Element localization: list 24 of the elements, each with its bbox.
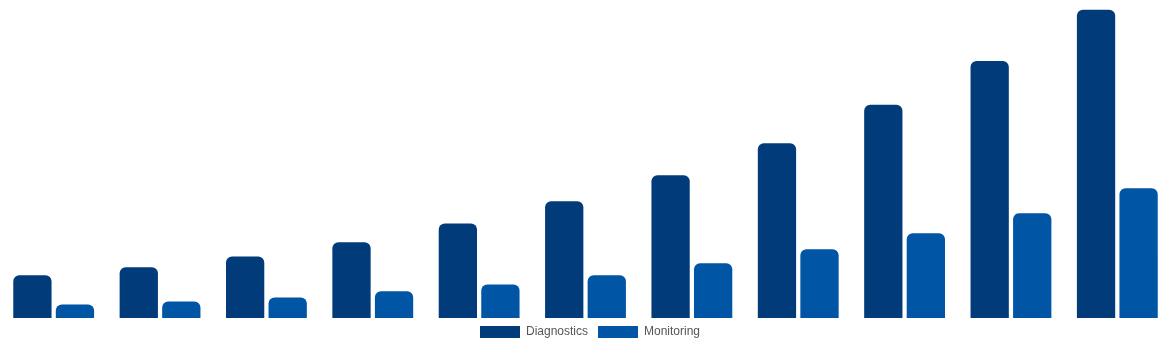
bar — [1119, 188, 1158, 318]
legend-label: Diagnostics — [525, 323, 588, 340]
bar — [864, 104, 903, 318]
bar — [374, 291, 414, 318]
bar — [162, 301, 201, 318]
bar — [13, 275, 52, 318]
bar — [587, 275, 626, 318]
bar — [481, 284, 520, 318]
legend-label: Monitoring — [644, 323, 701, 340]
bar — [225, 256, 265, 318]
bar — [438, 223, 478, 318]
bar — [55, 304, 95, 318]
bar — [906, 233, 946, 318]
bar — [268, 297, 307, 318]
bar — [651, 175, 690, 318]
bar — [800, 249, 839, 318]
bar — [332, 242, 371, 318]
bar — [119, 267, 158, 318]
bar — [1013, 213, 1052, 318]
bar — [1076, 9, 1116, 318]
bar — [545, 201, 584, 318]
bar — [970, 61, 1009, 318]
bar — [693, 263, 733, 318]
bar — [757, 143, 797, 318]
